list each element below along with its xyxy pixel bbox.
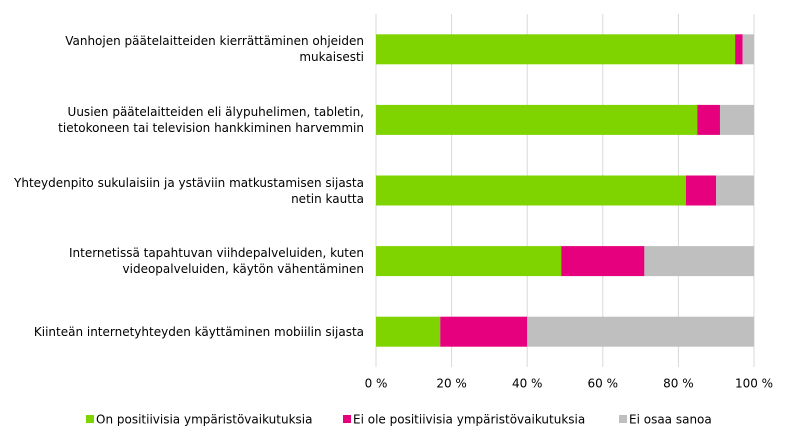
x-tick-label: 80 %: [663, 377, 694, 391]
legend-swatch: [343, 415, 351, 423]
bar-segment: [685, 175, 717, 206]
legend-label: On positiivisia ympäristövaikutuksia: [96, 413, 312, 427]
bar-segment: [376, 34, 736, 65]
bar-segment: [376, 316, 441, 347]
category-label: Uusien päätelaitteiden eli älypuhelimen,…: [58, 104, 364, 135]
bar-segment: [742, 34, 754, 65]
x-tick-label: 100 %: [735, 377, 773, 391]
category-label: Internetissä tapahtuvan viihdepalveluide…: [68, 246, 364, 277]
bar-segment: [561, 246, 645, 277]
bar-segment: [719, 104, 754, 135]
bar-segment: [527, 316, 754, 347]
legend-label: Ei ole positiivisia ympäristövaikutuksia: [353, 413, 585, 427]
category-label: Vanhojen päätelaitteiden kierrättäminen …: [65, 34, 364, 65]
x-tick-label: 60 %: [588, 377, 619, 391]
bar-segment: [376, 175, 686, 206]
x-tick-label: 0 %: [365, 377, 388, 391]
category-label: Yhteydenpito sukulaisiin ja ystäviin mat…: [14, 175, 364, 206]
bar-segment: [644, 246, 754, 277]
x-tick-label: 40 %: [512, 377, 543, 391]
bar-segment: [376, 104, 698, 135]
x-tick-label: 20 %: [436, 377, 467, 391]
bar-segment: [716, 175, 754, 206]
legend-swatch: [86, 415, 94, 423]
category-label: Kiinteän internetyhteyden käyttäminen mo…: [33, 324, 364, 339]
legend-label: Ei osaa sanoa: [629, 413, 712, 427]
bar-segment: [376, 246, 562, 277]
bar-segment: [697, 104, 720, 135]
bar-segment: [735, 34, 743, 65]
bar-segment: [440, 316, 528, 347]
legend-swatch: [619, 415, 627, 423]
